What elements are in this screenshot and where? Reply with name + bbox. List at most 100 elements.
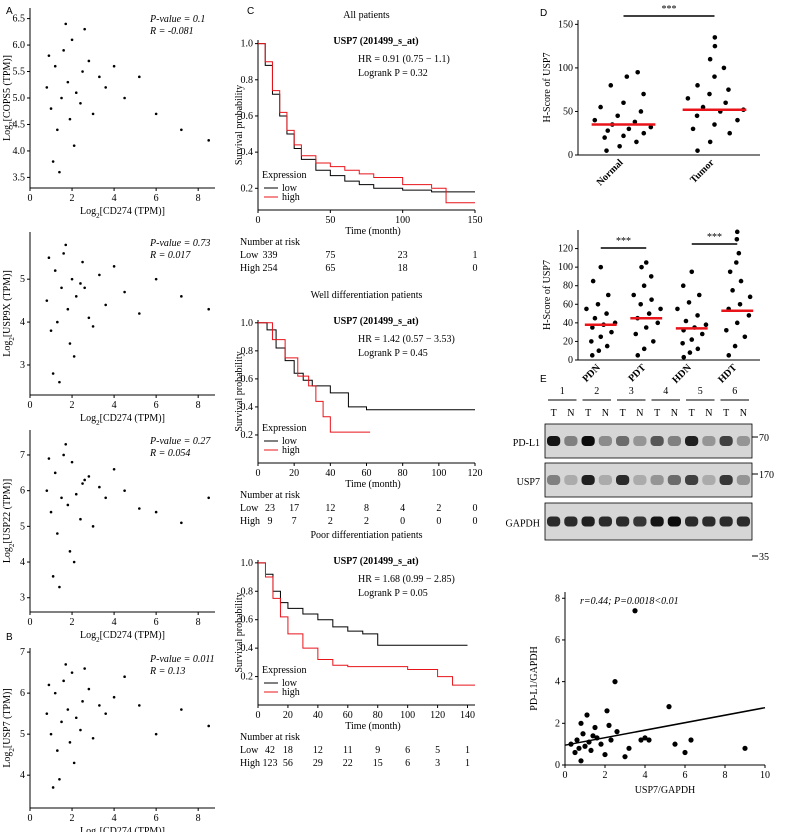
point [51,575,55,578]
point [62,453,65,457]
risk-count: 15 [373,758,383,769]
dot [723,100,728,106]
point [64,22,68,26]
x-tick-label: 8 [196,813,201,824]
point [112,64,116,68]
band [736,516,750,527]
hr-text: HR = 1.68 (0.99 − 2.85) [358,574,455,585]
point [58,777,61,781]
point [138,507,141,510]
y-tick-label: 7 [20,450,25,461]
point [104,496,107,500]
x-tick-label: 50 [325,215,335,226]
risk-count: 0 [473,503,478,514]
x-tick-label: 10 [760,770,770,781]
panel-header: Well differentiation patients [311,290,423,301]
risk-title: Number at risk [240,237,300,248]
x-tick-label: 6 [154,813,159,824]
dot [589,339,594,344]
annotation: P-value = 0.1 [149,14,205,25]
point [56,749,59,752]
dot [643,325,649,330]
point [79,282,82,285]
x-tick-label: 40 [325,468,335,479]
panel-header: Poor differentiation patients [310,530,422,541]
dot [735,117,740,123]
dot [617,143,622,149]
x-tick-label: 0 [256,710,261,721]
y-tick-label: 40 [563,318,573,329]
risk-count: 254 [263,263,278,274]
point [112,265,116,268]
gene-label: USP7 (201499_s_at) [333,556,418,567]
point [632,608,638,614]
risk-count: 65 [325,263,335,274]
x-tick-label: 80 [373,710,383,721]
y-axis-label: PD-L1/GAPDH [529,646,540,710]
risk-row-label: High [240,758,260,769]
lane-sub-label: N [602,408,609,419]
x-axis-label-part: [CD274 (TPM)] [100,826,165,832]
y-tick-label: 100 [558,262,573,273]
point [83,27,86,31]
y-tick-label: 0.8 [241,586,254,597]
point [688,737,694,743]
x-tick-label: 100 [395,215,410,226]
band [616,436,630,446]
point [81,70,84,73]
dot [641,346,647,352]
point [66,708,70,711]
x-tick-label: 0 [256,215,261,226]
sig-label: *** [707,232,722,243]
point [53,471,57,475]
x-tick-label: 20 [283,710,293,721]
band [719,516,733,527]
x-tick-label: 140 [460,710,475,721]
dot [604,311,609,316]
y-axis-label: Survival probability [234,85,245,165]
point [83,286,86,290]
dot [689,269,695,275]
risk-count: 12 [313,745,323,756]
risk-count: 11 [343,745,353,756]
risk-count: 22 [343,758,353,769]
risk-count: 0 [400,516,405,527]
risk-row-label: High [240,516,260,527]
dot [707,56,713,62]
x-tick-label: 0 [563,770,568,781]
point [612,679,618,685]
band [581,516,595,527]
x-axis-label-part: 2 [96,212,100,220]
dot [690,126,696,132]
point [53,269,57,272]
y-tick-label: 8 [555,593,560,604]
point [123,489,126,492]
x-tick-label: 100 [431,468,446,479]
dot [634,139,639,145]
dot [726,87,731,92]
point [98,704,101,707]
point [81,260,84,264]
point [87,59,91,63]
dot [694,113,700,119]
y-tick-label: 0.6 [241,615,254,626]
point [53,64,57,68]
point [622,754,628,760]
risk-row-label: Low [240,503,259,514]
band [547,516,561,527]
x-tick-label: 8 [723,770,728,781]
y-tick-label: 6 [20,688,25,699]
point [70,460,74,464]
dot [675,306,680,312]
point [68,550,72,553]
point [574,737,580,743]
band [598,436,612,446]
band [719,436,733,446]
panel-letter: B [6,632,13,643]
y-tick-label: 5.5 [13,67,26,78]
x-axis-label-part: Log [80,413,96,424]
legend-label: low [282,436,298,447]
band [685,436,699,446]
point [49,107,53,110]
category-label: HDN [670,362,694,386]
